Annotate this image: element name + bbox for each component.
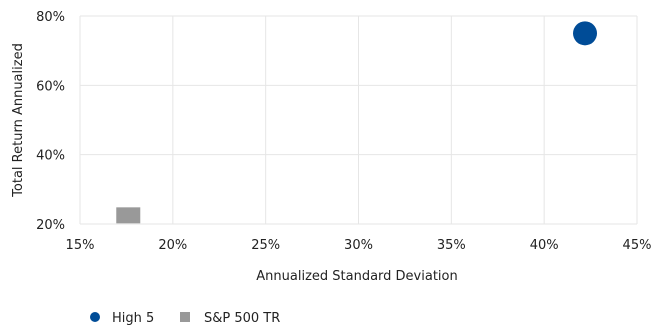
y-tick-label: 40%: [36, 149, 65, 164]
legend-marker-high-5: [90, 312, 100, 322]
x-tick-label: 25%: [251, 238, 280, 253]
y-tick-label: 60%: [36, 79, 65, 94]
x-tick-label: 20%: [158, 238, 187, 253]
y-tick-label: 80%: [36, 10, 65, 25]
x-tick-label: 40%: [530, 238, 559, 253]
data-point-s-p-500-tr: [116, 207, 141, 224]
x-axis-ticks: 15% 20% 25% 30% 35% 40% 45%: [66, 238, 652, 253]
x-tick-label: 45%: [623, 238, 652, 253]
legend-item-high-5: High 5: [90, 311, 154, 326]
legend-label-high-5: High 5: [112, 311, 154, 326]
x-tick-label: 15%: [66, 238, 95, 253]
legend-item-sp500: S&P 500 TR: [180, 311, 280, 326]
legend-label-sp500: S&P 500 TR: [204, 311, 280, 326]
legend-marker-sp500: [180, 312, 190, 322]
gridlines: [79, 15, 638, 225]
data-points: [116, 21, 598, 224]
x-tick-label: 35%: [437, 238, 466, 253]
x-axis-title: Annualized Standard Deviation: [256, 269, 457, 284]
y-tick-label: 20%: [36, 218, 65, 233]
y-axis-title: Total Return Annualized: [11, 43, 26, 198]
legend: High 5 S&P 500 TR: [90, 311, 280, 326]
data-point-high-5: [573, 21, 598, 46]
y-axis-ticks: 20% 40% 60% 80%: [36, 10, 65, 233]
x-tick-label: 30%: [344, 238, 373, 253]
